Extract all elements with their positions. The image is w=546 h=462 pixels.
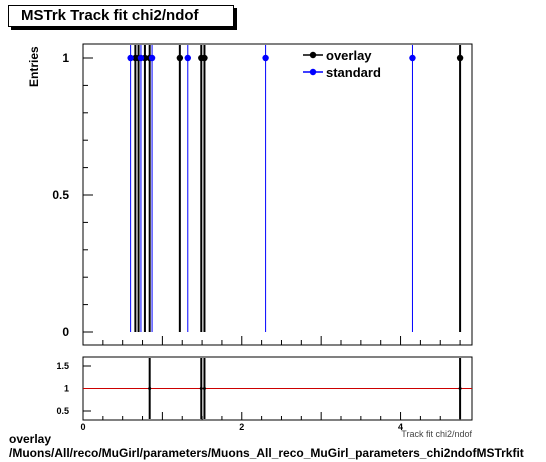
ratio-marker — [202, 387, 206, 390]
ratio-x-tick-label: 0 — [80, 422, 85, 432]
ratio-marker — [458, 387, 462, 390]
ratio-x-tick-label: 2 — [239, 422, 244, 432]
chart-title-box: MSTrk Track fit chi2/ndof — [8, 5, 234, 27]
overlay-marker — [176, 54, 184, 62]
y-tick-label: 1 — [62, 51, 69, 65]
y-tick-label: 0.5 — [52, 188, 69, 202]
main-plot-frame: 00.51 — [52, 43, 473, 346]
standard-marker — [137, 54, 145, 62]
standard-marker — [262, 54, 269, 62]
standard-marker — [127, 54, 134, 62]
legend-label-overlay: overlay — [326, 48, 372, 63]
main-series-group — [127, 45, 464, 332]
ratio-y-tick-label: 0.5 — [56, 406, 69, 416]
ratio-x-tick-label: 4 — [398, 422, 403, 432]
chart-title: MSTrk Track fit chi2/ndof — [21, 7, 199, 24]
ratio-y-tick-label: 1.5 — [56, 361, 69, 371]
footer-line-2: /Muons/All/reco/MuGirl/parameters/Muons_… — [9, 446, 524, 460]
overlay-marker — [456, 54, 464, 62]
standard-marker — [409, 54, 416, 62]
y-tick-label: 0 — [62, 325, 69, 339]
ratio-marker — [148, 387, 152, 390]
x-axis-label: Track fit chi2/ndof — [401, 429, 472, 439]
overlay-marker — [201, 54, 208, 62]
legend-marker-standard — [309, 68, 317, 76]
ratio-plot-frame: 0.5 1 1.5 0 2 4 — [56, 356, 473, 432]
standard-marker — [148, 54, 156, 62]
legend-label-standard: standard — [326, 65, 381, 80]
footer-line-1: overlay — [9, 432, 52, 446]
ratio-marker — [199, 387, 203, 390]
legend-marker-overlay — [309, 51, 317, 59]
ratio-y-tick-label: 1 — [64, 384, 69, 394]
y-axis-label: Entries — [27, 46, 41, 87]
standard-marker — [184, 54, 191, 62]
ratio-series-group — [148, 358, 462, 419]
legend: overlay standard — [303, 48, 381, 80]
